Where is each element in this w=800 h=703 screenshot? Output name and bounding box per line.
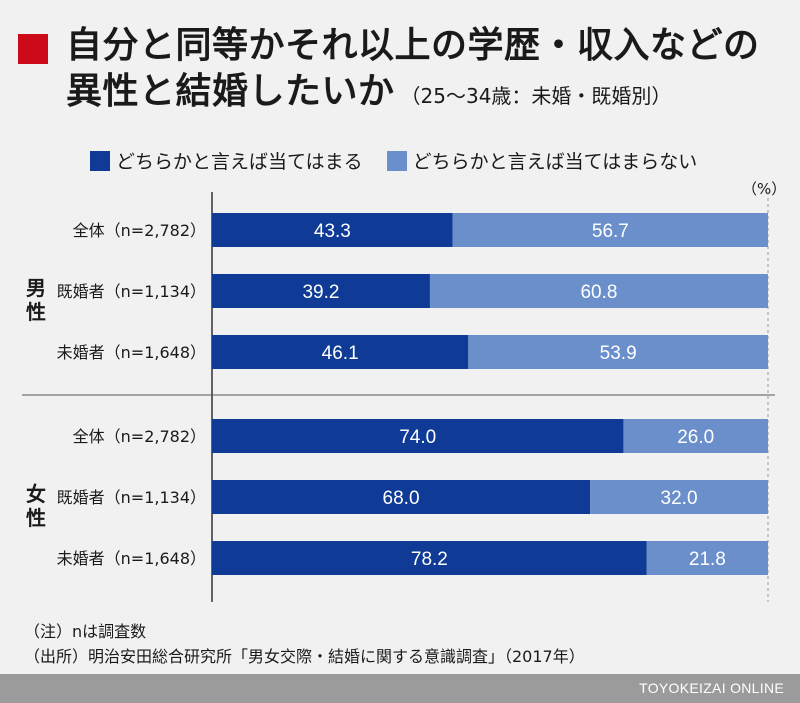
bar-disagree [590,480,768,514]
data-label: 56.7 [592,221,629,242]
chart-legend: どちらかと言えば当てはまる どちらかと言えば当てはまらない [90,147,715,174]
title-main: 異性と結婚したいか [66,71,395,112]
title-line-2: 異性と結婚したいか （25〜34歳：未婚・既婚別） [66,62,671,114]
data-label: 74.0 [399,427,436,448]
legend-swatch-disagree [386,151,407,171]
legend-label-agree: どちらかと言えば当てはまる [116,151,363,173]
legend-swatch-agree [90,151,110,171]
title-subtitle: （25〜34歳：未婚・既婚別） [400,84,672,108]
unit-label: （%） [742,180,787,198]
data-label: 68.0 [383,488,420,509]
note-text: （注）nは調査数 [24,622,147,641]
bar-agree [212,274,430,308]
data-label: 46.1 [322,343,359,364]
bar-disagree [429,274,768,308]
source-text: （出所）明治安田総合研究所「男女交際・結婚に関する意識調査」（2017年） [24,647,585,666]
bar-disagree [623,419,768,453]
footer-brand: TOYOKEIZAI ONLINE [639,680,784,696]
legend-item-agree: どちらかと言えば当てはまる [90,147,363,174]
row-label: 全体（n=2,782） [73,221,206,240]
bar-agree [212,480,591,514]
data-label: 39.2 [302,282,339,303]
row-label: 既婚者（n=1,134） [57,282,206,301]
bar-agree [212,419,624,453]
bar-disagree [646,541,768,575]
data-label: 21.8 [689,549,726,570]
legend-item-disagree: どちらかと言えば当てはまらない [386,147,698,174]
group-label-0: 男性 [26,276,46,324]
row-label: 未婚者（n=1,648） [57,343,206,362]
bar-disagree [452,213,768,247]
data-label: 53.9 [600,343,637,364]
data-label: 32.0 [661,488,698,509]
row-label: 全体（n=2,782） [73,427,206,446]
row-label: 既婚者（n=1,134） [57,488,206,507]
footer-bar: TOYOKEIZAI ONLINE [0,674,800,703]
data-label: 43.3 [314,221,351,242]
data-label: 78.2 [411,549,448,570]
group-label-1: 女性 [26,482,46,530]
bar-agree [212,541,647,575]
legend-label-disagree: どちらかと言えば当てはまらない [412,151,698,173]
bar-disagree [468,335,768,369]
title-line-1: 自分と同等かそれ以上の学歴・収入などの [66,25,760,66]
row-label: 未婚者（n=1,648） [57,549,206,568]
data-label: 60.8 [580,282,617,303]
data-label: 26.0 [677,427,714,448]
bar-agree [212,335,469,369]
title-marker [18,34,48,64]
bar-agree [212,213,453,247]
